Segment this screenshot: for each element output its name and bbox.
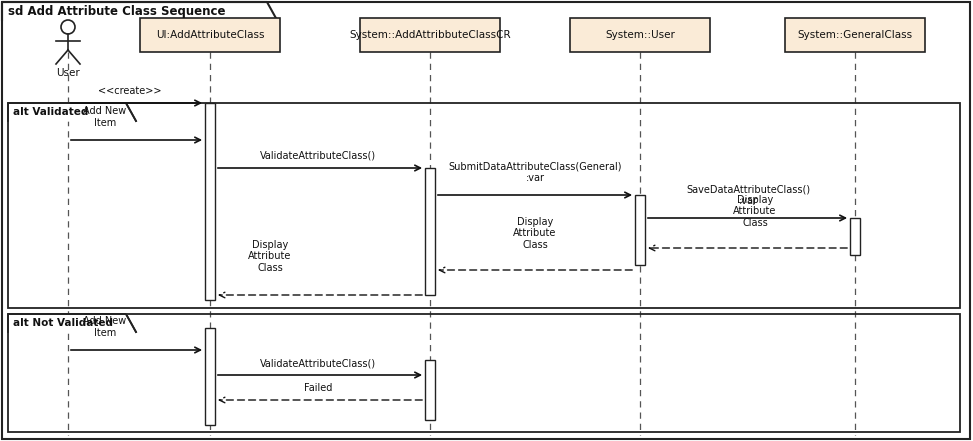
Text: alt Validated: alt Validated (13, 107, 89, 117)
Text: Failed: Failed (304, 383, 332, 393)
Polygon shape (8, 103, 136, 121)
Bar (8, 314, 960, 432)
Text: UI:AddAttributeClass: UI:AddAttributeClass (156, 30, 265, 40)
Bar (850, 218, 860, 255)
Bar (360, 18, 500, 52)
Bar (140, 18, 280, 52)
Text: sd Add Attribute Class Sequence: sd Add Attribute Class Sequence (8, 5, 226, 19)
Text: ValidateAttributeClass(): ValidateAttributeClass() (260, 358, 376, 368)
Bar (570, 18, 710, 52)
Text: SubmitDataAttributeClass(General)
:var: SubmitDataAttributeClass(General) :var (449, 161, 622, 183)
Text: Display
Attribute
Class: Display Attribute Class (248, 240, 292, 273)
Text: User: User (56, 68, 80, 78)
Text: ValidateAttributeClass(): ValidateAttributeClass() (260, 151, 376, 161)
Bar (205, 103, 215, 300)
Bar (205, 328, 215, 425)
Text: System::GeneralClass: System::GeneralClass (798, 30, 913, 40)
Bar (785, 18, 925, 52)
Bar (425, 168, 435, 295)
Text: Add New
Item: Add New Item (84, 106, 126, 128)
Text: <<create>>: <<create>> (98, 86, 162, 96)
Text: System::AddAttribbuteClassCR: System::AddAttribbuteClassCR (349, 30, 511, 40)
Text: Display
Attribute
Class: Display Attribute Class (734, 195, 776, 228)
Text: Display
Attribute
Class: Display Attribute Class (514, 217, 557, 250)
Text: SaveDataAttributeClass()
:var: SaveDataAttributeClass() :var (686, 184, 811, 206)
Bar (635, 195, 645, 265)
Bar (8, 103, 960, 308)
Bar (425, 360, 435, 420)
Text: alt Not Validated: alt Not Validated (13, 318, 113, 328)
Text: Add New
Item: Add New Item (84, 316, 126, 338)
Polygon shape (8, 314, 136, 332)
Text: System::User: System::User (605, 30, 675, 40)
